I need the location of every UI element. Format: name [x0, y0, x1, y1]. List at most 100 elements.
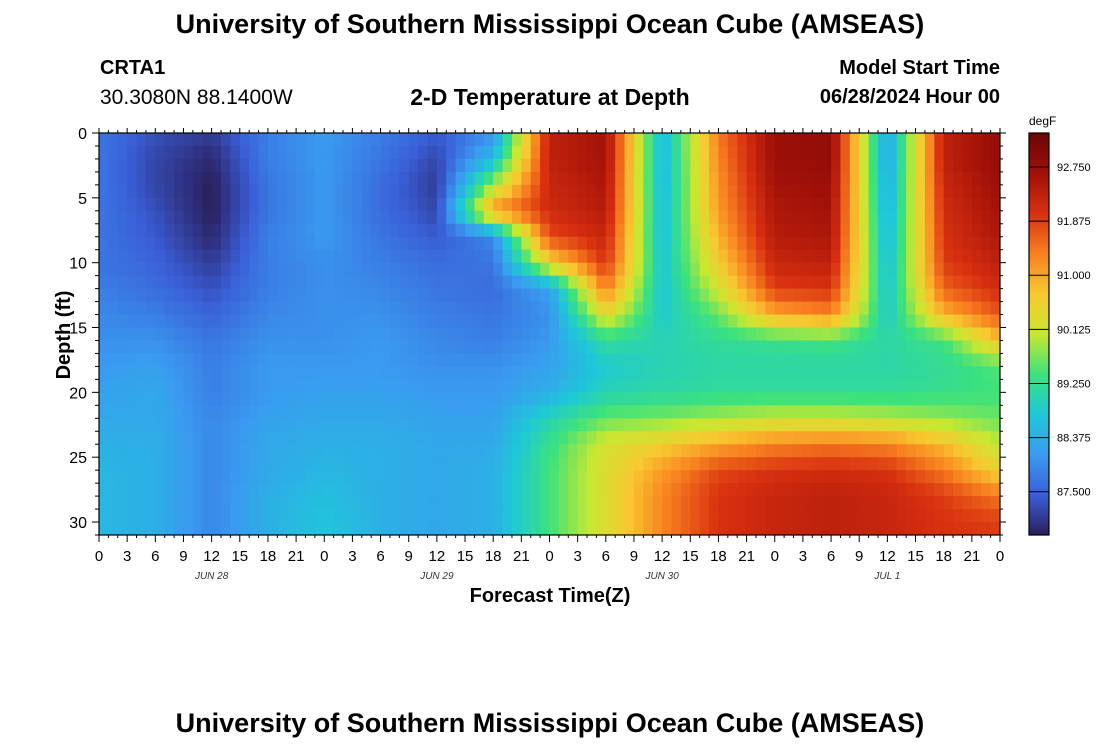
- heatmap-cell: [183, 236, 194, 251]
- heatmap-cell: [915, 457, 926, 471]
- heatmap-cell: [605, 236, 616, 251]
- heatmap-cell: [361, 171, 372, 186]
- heatmap-cell: [943, 158, 954, 173]
- heatmap-cell: [774, 366, 785, 380]
- heatmap-cell: [145, 314, 156, 329]
- heatmap-cell: [652, 262, 663, 277]
- heatmap-cell: [371, 223, 382, 238]
- heatmap-cell: [821, 392, 832, 406]
- heatmap-cell: [183, 210, 194, 225]
- heatmap-cell: [371, 496, 382, 510]
- heatmap-cell: [230, 197, 241, 212]
- heatmap-cell: [540, 275, 551, 290]
- heatmap-cell: [793, 340, 804, 355]
- heatmap-cell: [624, 509, 635, 523]
- heatmap-cell: [202, 353, 213, 368]
- heatmap-cell: [915, 145, 926, 160]
- heatmap-cell: [286, 184, 297, 199]
- heatmap-cell: [127, 522, 138, 535]
- heatmap-cell: [455, 522, 466, 535]
- heatmap-cell: [896, 496, 907, 510]
- heatmap-cell: [408, 366, 419, 380]
- heatmap-cell: [633, 483, 644, 497]
- heatmap-cell: [840, 340, 851, 355]
- heatmap-cell: [624, 171, 635, 186]
- heatmap-cell: [896, 431, 907, 445]
- heatmap-cell: [511, 301, 522, 316]
- heatmap-cell: [896, 353, 907, 368]
- heatmap-cell: [127, 470, 138, 484]
- heatmap-cell: [821, 418, 832, 432]
- heatmap-cell: [558, 197, 569, 212]
- heatmap-cell: [427, 353, 438, 368]
- heatmap-cell: [343, 158, 354, 173]
- heatmap-cell: [333, 522, 344, 535]
- heatmap-cell: [465, 210, 476, 225]
- heatmap-cell: [333, 457, 344, 471]
- heatmap-cell: [99, 288, 109, 303]
- heatmap-cell: [615, 444, 626, 458]
- heatmap-cell: [596, 288, 607, 303]
- heatmap-cell: [267, 405, 278, 419]
- heatmap-cell: [192, 171, 203, 186]
- heatmap-cell: [643, 522, 654, 535]
- heatmap-cell: [971, 366, 982, 380]
- heatmap-cell: [774, 444, 785, 458]
- heatmap-cell: [633, 327, 644, 342]
- heatmap-cell: [371, 470, 382, 484]
- heatmap-cell: [962, 470, 973, 484]
- heatmap-cell: [615, 327, 626, 342]
- heatmap-cell: [831, 171, 842, 186]
- heatmap-cell: [502, 470, 513, 484]
- heatmap-cell: [718, 133, 729, 147]
- heatmap-cell: [774, 327, 785, 342]
- heatmap-cell: [755, 301, 766, 316]
- heatmap-cell: [558, 405, 569, 419]
- heatmap-cell: [962, 197, 973, 212]
- heatmap-cell: [446, 418, 457, 432]
- heatmap-cell: [333, 483, 344, 497]
- heatmap-cell: [615, 210, 626, 225]
- heatmap-cell: [971, 171, 982, 186]
- heatmap-cell: [981, 288, 992, 303]
- heatmap-cell: [99, 314, 109, 329]
- heatmap-cell: [127, 444, 138, 458]
- heatmap-cell: [277, 496, 288, 510]
- heatmap-cell: [239, 210, 250, 225]
- heatmap-cell: [549, 301, 560, 316]
- heatmap-cell: [802, 236, 813, 251]
- heatmap-cell: [859, 522, 870, 535]
- heatmap-cell: [746, 327, 757, 342]
- heatmap-cell: [821, 470, 832, 484]
- heatmap-cell: [831, 340, 842, 355]
- heatmap-cell: [699, 314, 710, 329]
- heatmap-cell: [324, 262, 335, 277]
- heatmap-cell: [887, 288, 898, 303]
- heatmap-cell: [896, 340, 907, 355]
- heatmap-cell: [136, 223, 147, 238]
- heatmap-cell: [108, 366, 119, 380]
- heatmap-cell: [971, 457, 982, 471]
- heatmap-cell: [474, 366, 485, 380]
- heatmap-cell: [577, 145, 588, 160]
- heatmap-cell: [746, 405, 757, 419]
- heatmap-cell: [971, 327, 982, 342]
- heatmap-cell: [981, 470, 992, 484]
- heatmap-cell: [699, 197, 710, 212]
- heatmap-cell: [577, 210, 588, 225]
- heatmap-cell: [352, 171, 363, 186]
- heatmap-cell: [202, 197, 213, 212]
- heatmap-cell: [324, 171, 335, 186]
- heatmap-cell: [483, 483, 494, 497]
- heatmap-cell: [718, 288, 729, 303]
- heatmap-cell: [239, 171, 250, 186]
- heatmap-cell: [962, 223, 973, 238]
- heatmap-cell: [202, 184, 213, 199]
- heatmap-cell: [352, 210, 363, 225]
- heatmap-cell: [906, 288, 917, 303]
- heatmap-cell: [633, 223, 644, 238]
- heatmap-cell: [455, 171, 466, 186]
- heatmap-cell: [211, 340, 222, 355]
- heatmap-cell: [183, 249, 194, 264]
- heatmap-cell: [155, 353, 166, 368]
